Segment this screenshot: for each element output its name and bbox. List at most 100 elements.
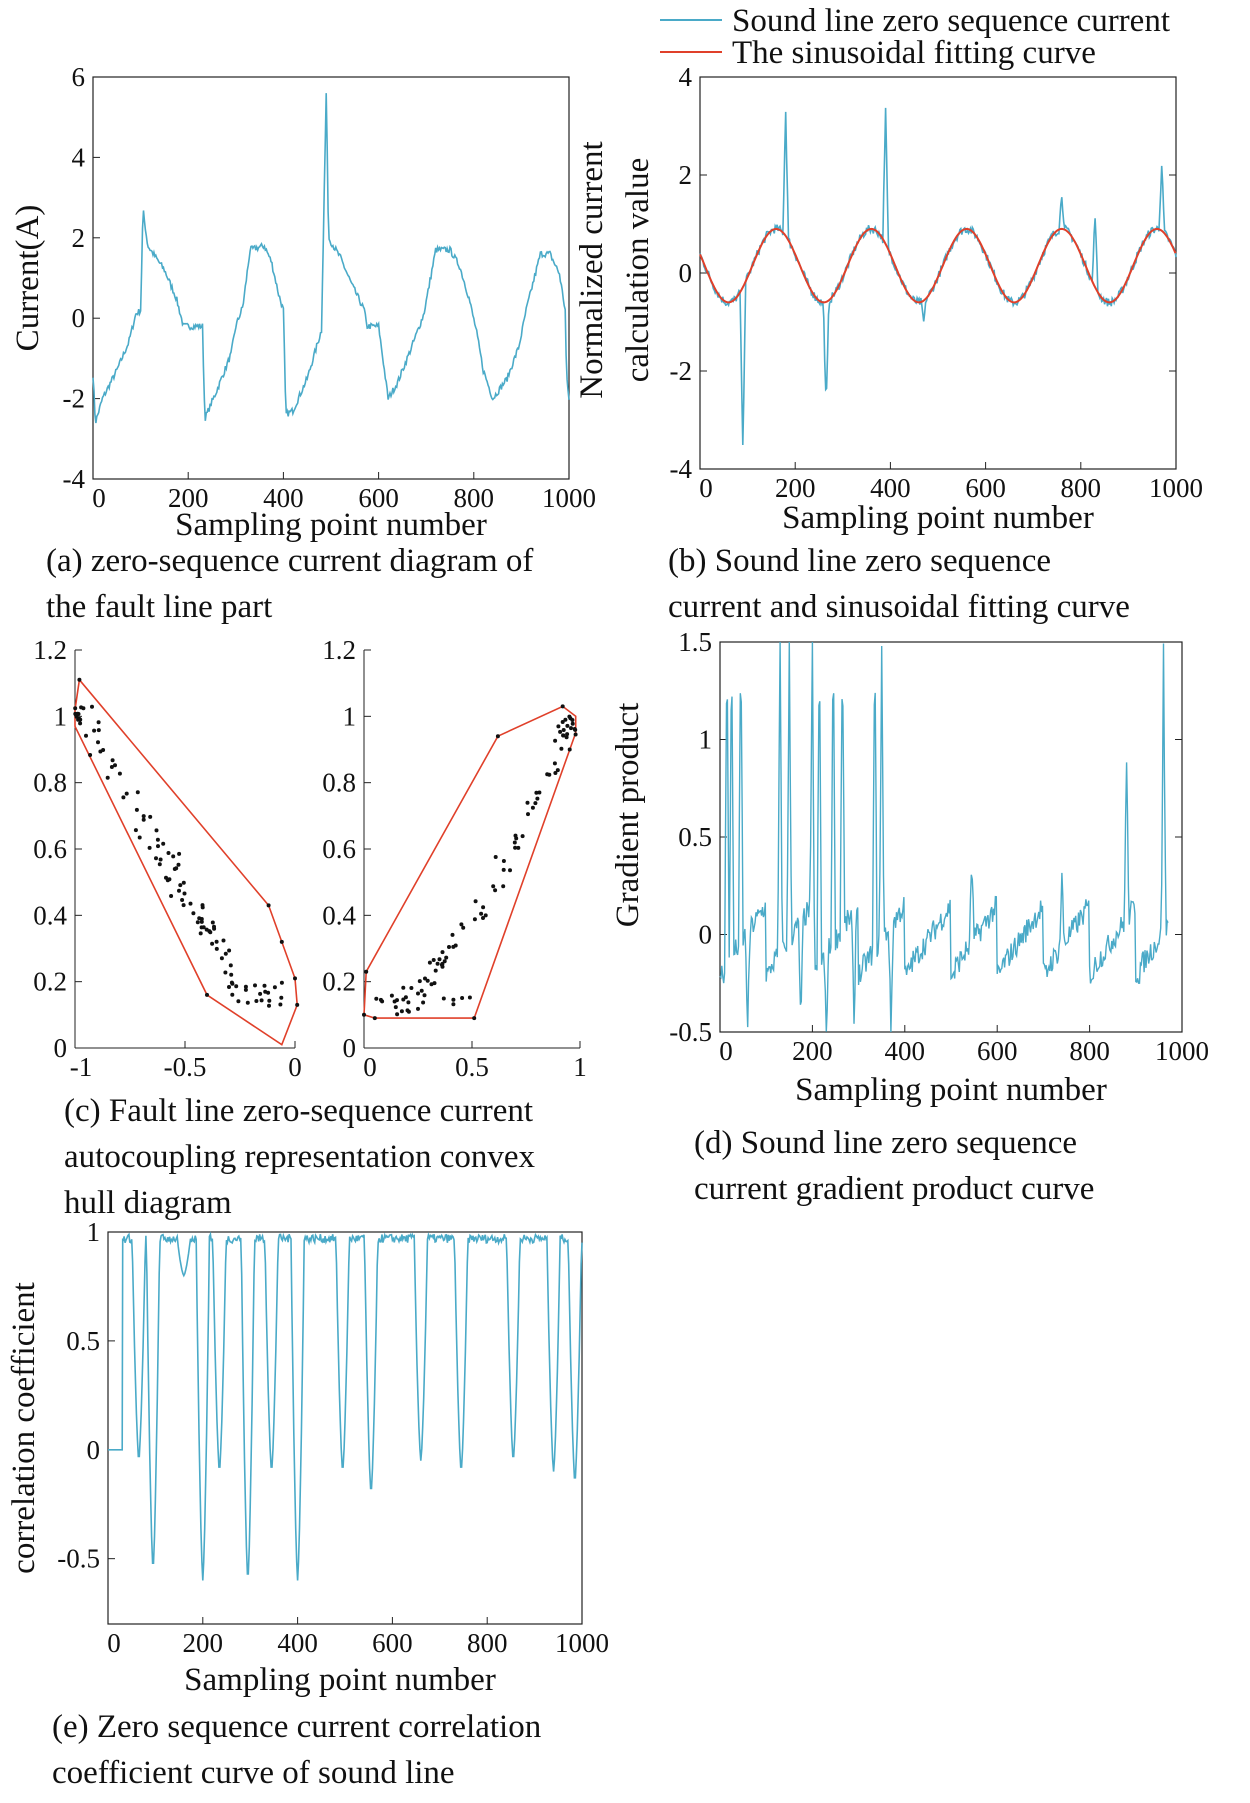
panel-c-left-point xyxy=(166,851,171,855)
panel-a-ytick-label: -2 xyxy=(63,384,86,414)
panel-e-xtick-label: 600 xyxy=(372,1628,413,1658)
panel-c-left-point xyxy=(113,763,117,768)
panel-c-left-point xyxy=(78,717,83,722)
panel-e-xtick-label: 800 xyxy=(467,1628,508,1658)
panel-c-right-point xyxy=(516,845,521,850)
panel-c-right-point xyxy=(561,733,566,738)
panel-b-ylabel: Normalized current calculation value xyxy=(574,141,656,398)
caption-a: (a) zero-sequence current diagram of the… xyxy=(46,538,533,630)
panel-c-left-point xyxy=(178,883,183,888)
panel-c-left-point xyxy=(135,790,140,795)
panel-c-right-point xyxy=(459,922,464,927)
panel-c-right-point xyxy=(473,899,478,904)
panel-c-left-point xyxy=(154,856,158,861)
panel-c-left-point xyxy=(171,854,176,859)
panel-c-right-point xyxy=(493,888,498,893)
panel-c-right-point xyxy=(570,721,575,726)
panel-c-left-point xyxy=(278,1002,283,1007)
panel-c-left-point xyxy=(84,733,88,738)
caption-e: (e) Zero sequence current correlation co… xyxy=(52,1704,541,1796)
panel-c-right-point xyxy=(403,995,408,1000)
panel-c-right-ytick-label: 0.8 xyxy=(322,768,356,798)
panel-e: 0 200 400 600 800 1000 -0.5 0 0.5 1 Sampling poin… xyxy=(6,1217,609,1698)
panel-c-right-point xyxy=(483,913,488,918)
panel-c-right-points xyxy=(362,704,578,1021)
panel-c-right-ytick-label: 1.2 xyxy=(322,635,356,665)
panel-c-left-point xyxy=(201,925,206,930)
panel-b-ytick-label: -4 xyxy=(670,454,693,484)
panel-c-left-point xyxy=(161,841,166,846)
panel-c-right-point xyxy=(440,964,445,969)
panel-c-right-point xyxy=(565,723,570,728)
panel-c-right-point xyxy=(433,968,438,973)
panel-c-right-vertex xyxy=(495,734,500,739)
panel-c-right-point xyxy=(423,976,427,981)
panel-c-left-point xyxy=(169,894,174,898)
panel-a-ticks: 0 200 400 600 800 1000 -4 -2 0 2 4 6 xyxy=(63,62,597,513)
panel-a-frame xyxy=(92,76,570,480)
panel-d-ytick-label: 1.5 xyxy=(678,627,712,657)
panel-c-right-point xyxy=(567,747,572,752)
panel-c-left-point xyxy=(134,807,139,812)
caption-c: (c) Fault line zero-sequence current aut… xyxy=(64,1088,535,1226)
caption-d-line1: (d) Sound line zero sequence xyxy=(694,1125,1078,1161)
panel-c-left-point xyxy=(117,771,122,776)
panel-c-left-point xyxy=(279,995,284,1000)
panel-c-left-point xyxy=(243,987,248,992)
panel-c-right-point xyxy=(419,988,424,993)
panel-c-left-point xyxy=(236,999,241,1004)
panel-d-gradient-line xyxy=(719,641,1169,1033)
panel-c-left-point xyxy=(177,851,182,856)
panel-c-right-point xyxy=(441,996,446,1001)
panel-c-left-point xyxy=(199,917,204,921)
panel-e-ytick-label: 0 xyxy=(87,1435,101,1465)
panel-c-left-point xyxy=(110,758,115,763)
panel-c-left-point xyxy=(214,946,219,951)
panel-c-right-point xyxy=(491,884,496,889)
panel-c-right-ticks: 0 0.5 1 0 0.2 0.4 0.6 0.8 1 1.2 xyxy=(322,635,587,1082)
panel-e-xtick-label: 0 xyxy=(107,1628,121,1658)
panel-c-left-xtick-label: 0 xyxy=(288,1052,302,1082)
panel-c-right-ytick-label: 0.6 xyxy=(322,834,356,864)
panel-c-right-point xyxy=(567,714,572,719)
panel-c-right-point xyxy=(513,833,518,838)
panel-c-right-point xyxy=(558,729,563,734)
panel-c-left-point xyxy=(92,728,97,733)
panel-c-right-ytick-label: 0.2 xyxy=(322,967,356,997)
panel-c-left-point xyxy=(204,927,209,932)
panel-c-right-point xyxy=(467,995,472,1000)
panel-c-left-xtick-label: -0.5 xyxy=(164,1052,207,1082)
panel-c-right-point xyxy=(530,805,535,810)
panel-c-right-point xyxy=(374,996,379,1001)
panel-c-right-xtick-label: 1 xyxy=(573,1052,587,1082)
panel-c-left-point xyxy=(176,862,181,867)
panel-c-right-point xyxy=(405,1008,410,1013)
caption-c-line2: autocoupling representation convex xyxy=(64,1139,536,1175)
panel-c-left-point xyxy=(198,931,203,936)
panel-c-left-point xyxy=(267,1003,271,1008)
panel-c-left-point xyxy=(75,711,80,716)
panel-c-right-point xyxy=(421,1000,426,1005)
panel-c-right-xtick-label: 0 xyxy=(363,1052,377,1082)
panel-c-left-point xyxy=(167,877,172,882)
panel-c-right-point xyxy=(451,944,456,949)
caption-b-line2: current and sinusoidal fitting curve xyxy=(668,589,1130,625)
panel-c-right-vertex xyxy=(372,1016,377,1021)
panel-c-right-point xyxy=(447,945,451,949)
panel-c-right-point xyxy=(440,950,445,955)
panel-c-left-ytick-label: 0.6 xyxy=(33,834,67,864)
panel-c-left-point xyxy=(96,740,100,745)
panel-c-left-point xyxy=(177,888,181,893)
panel-c-left-point xyxy=(154,828,159,833)
panel-c-right-point xyxy=(552,761,557,766)
panel-c-right-point xyxy=(564,735,569,740)
panel-c-left-point xyxy=(124,791,129,796)
panel-c-right-point xyxy=(481,905,486,910)
panel-c-left-vertex xyxy=(77,677,82,682)
panel-c-right-point xyxy=(422,993,427,998)
panel-c-left-xtick-label: -1 xyxy=(70,1052,93,1082)
panel-e-xtick-label: 400 xyxy=(277,1628,318,1658)
panel-e-xtick-label: 200 xyxy=(183,1628,224,1658)
panel-c-left-point xyxy=(96,720,101,725)
panel-d-xtick-label: 0 xyxy=(719,1036,733,1066)
